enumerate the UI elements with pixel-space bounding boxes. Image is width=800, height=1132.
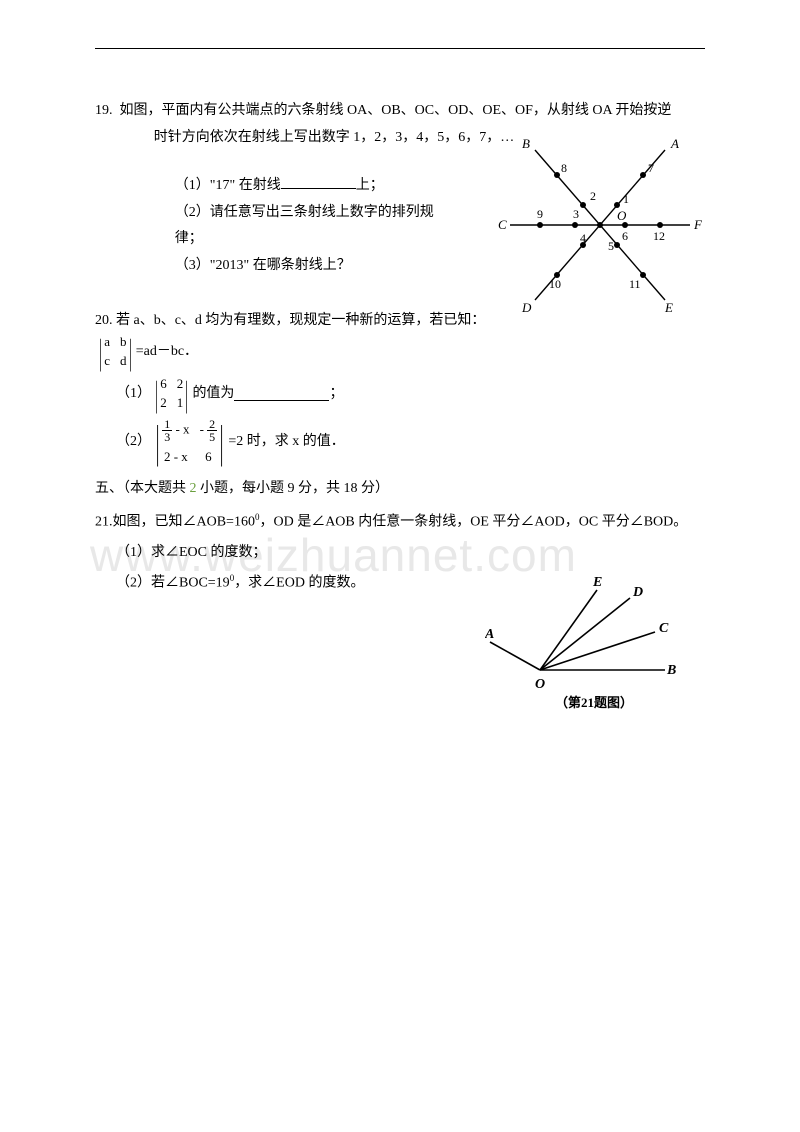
blank-line bbox=[281, 175, 356, 189]
num-4: 4 bbox=[580, 231, 586, 245]
num-12: 12 bbox=[653, 229, 665, 243]
q19-sub2: （2）请任意写出三条射线上数字的排列规律； bbox=[175, 200, 435, 253]
q21-sub1: （1）求∠EOC 的度数； bbox=[95, 540, 705, 567]
angle-caption: （第21题图） bbox=[555, 695, 633, 710]
star-diagram: A B C D E F O 1 2 3 4 5 6 7 8 9 10 11 12 bbox=[495, 120, 705, 330]
d2-tl-den: 3 bbox=[162, 431, 172, 443]
q19-sub3: （3）"2013" 在哪条射线上？ bbox=[175, 253, 435, 280]
q20-definition: | a b c d | =ad－bc． bbox=[95, 334, 705, 370]
header-rule bbox=[95, 48, 705, 49]
num-8: 8 bbox=[561, 161, 567, 175]
ang-D: D bbox=[632, 585, 643, 600]
blank-line-2 bbox=[234, 387, 329, 401]
q20-sub1: （1） | 6 2 2 1 | 的值为 ； bbox=[116, 376, 705, 412]
q20-sub1-after: ； bbox=[329, 381, 343, 408]
label-C: C bbox=[498, 217, 507, 232]
label-D: D bbox=[521, 300, 532, 315]
d2-tr: - 25 bbox=[200, 418, 218, 443]
ang-B: B bbox=[666, 663, 676, 678]
num-11: 11 bbox=[629, 277, 641, 291]
ang-O: O bbox=[535, 677, 545, 692]
question-20: 20. 若 a、b、c、d 均为有理数，现规定一种新的运算，若已知： | a b… bbox=[95, 308, 705, 466]
num-1: 1 bbox=[623, 192, 629, 206]
d1-a: 6 bbox=[160, 376, 167, 393]
angle-diagram: A E D C B O （第21题图） bbox=[485, 570, 685, 720]
q20-number: 20. bbox=[95, 313, 113, 328]
label-O: O bbox=[617, 208, 627, 223]
num-10: 10 bbox=[549, 277, 561, 291]
q21-title: 21.如图，已知∠AOB=1600，OD 是∠AOB 内任意一条射线，OE 平分… bbox=[95, 509, 705, 536]
d2-tl-after: - x bbox=[172, 422, 189, 437]
q20-intro-text: 若 a、b、c、d 均为有理数，现规定一种新的运算，若已知： bbox=[116, 313, 485, 328]
num-7: 7 bbox=[648, 161, 654, 175]
q20-sub2-prefix: （2） bbox=[116, 429, 151, 456]
q20-def-after: =ad－bc． bbox=[136, 339, 198, 366]
label-F: F bbox=[693, 217, 703, 232]
d2-tr-before: - bbox=[200, 422, 208, 437]
d2-tr-den: 5 bbox=[207, 431, 217, 443]
q19-number: 19. bbox=[95, 103, 113, 118]
d1-d: 1 bbox=[177, 395, 184, 412]
green-char: 2 bbox=[190, 481, 197, 496]
det-d: d bbox=[120, 353, 127, 370]
q21-number: 21. bbox=[95, 514, 113, 529]
ang-C: C bbox=[659, 621, 669, 636]
num-6: 6 bbox=[622, 229, 628, 243]
q19-text1: 如图，平面内有公共端点的六条射线 OA、OB、OC、OD、OE、OF，从射线 O… bbox=[120, 103, 672, 118]
det-c: c bbox=[104, 353, 110, 370]
d2-tl: 13 - x bbox=[162, 418, 189, 443]
num-3: 3 bbox=[573, 207, 579, 221]
q19-sub1-text: （1）"17" 在射线 bbox=[175, 178, 281, 193]
d1-c: 2 bbox=[160, 395, 167, 412]
section-5-header: 五、（本大题共 2 小题，每小题 9 分，共 18 分） bbox=[95, 476, 705, 503]
ang-A: A bbox=[485, 627, 494, 642]
num-2: 2 bbox=[590, 189, 596, 203]
num-5: 5 bbox=[608, 239, 614, 253]
determinant-def: | a b c d | bbox=[97, 334, 134, 370]
q20-sub2: （2） | 13 - x - 25 2 - x 6 | =2 时，求 x 的值． bbox=[116, 418, 705, 466]
d2-br: 6 bbox=[200, 449, 218, 466]
ang-E: E bbox=[592, 575, 602, 590]
determinant-1: | 6 2 2 1 | bbox=[153, 376, 190, 412]
q20-sub2-after: =2 时，求 x 的值． bbox=[228, 429, 344, 456]
det-a: a bbox=[104, 334, 110, 351]
q19-sub1-after: 上； bbox=[356, 178, 384, 193]
d2-bl: 2 - x bbox=[162, 449, 189, 466]
num-9: 9 bbox=[537, 207, 543, 221]
determinant-2: | 13 - x - 25 2 - x 6 | bbox=[153, 418, 226, 466]
q20-sub1-prefix: （1） bbox=[116, 381, 151, 408]
label-A: A bbox=[670, 136, 679, 151]
d1-b: 2 bbox=[177, 376, 184, 393]
q19-sub1: （1）"17" 在射线 上； bbox=[175, 173, 435, 200]
label-E: E bbox=[664, 300, 673, 315]
label-B: B bbox=[522, 136, 530, 151]
q20-sub1-mid: 的值为 bbox=[192, 381, 234, 408]
det-b: b bbox=[120, 334, 127, 351]
